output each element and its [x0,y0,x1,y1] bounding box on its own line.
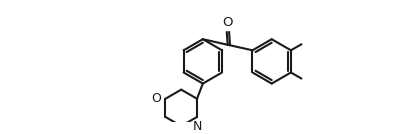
Text: N: N [192,120,202,133]
Text: O: O [151,92,161,105]
Text: O: O [223,16,233,29]
